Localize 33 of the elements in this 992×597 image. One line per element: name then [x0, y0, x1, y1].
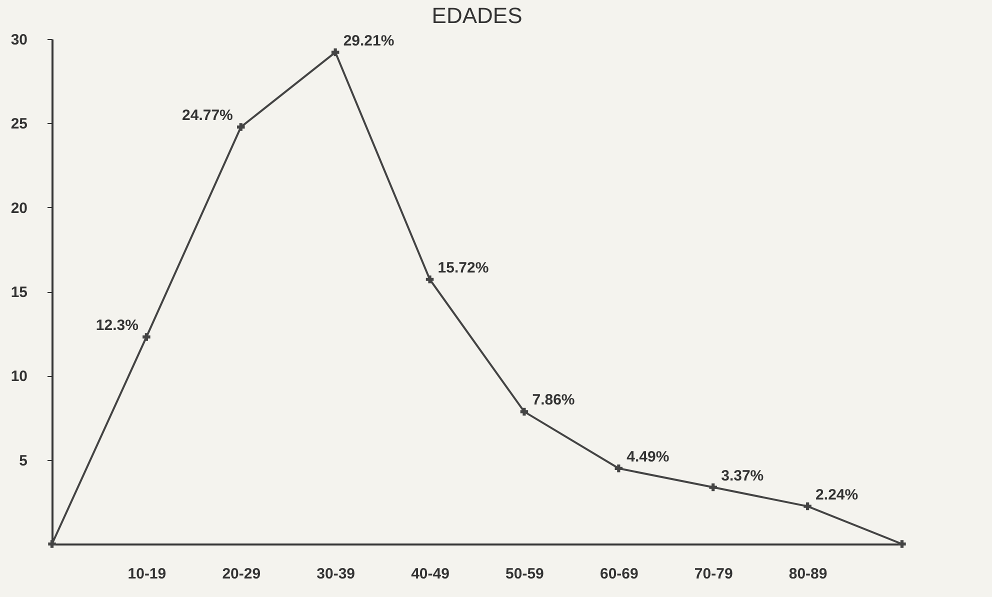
- y-tick-label: 10: [10, 368, 28, 386]
- y-tick-label: 30: [10, 32, 28, 48]
- point: [898, 540, 906, 548]
- y-tick-label: 20: [10, 200, 28, 217]
- data-label: 7.86%: [532, 392, 575, 409]
- y-tick-label: 5: [19, 452, 28, 470]
- data-label: 15.72%: [438, 259, 489, 276]
- point: [804, 502, 812, 510]
- data-label: 24.77%: [182, 107, 233, 124]
- point: [520, 408, 528, 416]
- data-label: 3.37%: [721, 467, 764, 484]
- data-label: 12.3%: [96, 316, 138, 334]
- point: [237, 123, 245, 131]
- data-label: 2.24%: [816, 486, 858, 504]
- data-label: 4.49%: [626, 448, 670, 466]
- x-tick-label: 10-19: [128, 566, 166, 582]
- x-tick-label: 40-49: [411, 566, 450, 582]
- data-label: 29.21%: [343, 32, 394, 50]
- point: [709, 483, 717, 492]
- y-tick-label: 15: [10, 284, 28, 301]
- x-tick-label: 60-69: [600, 566, 638, 582]
- chart-title: EDADES: [432, 3, 522, 28]
- x-tick-label: 30-39: [316, 566, 356, 582]
- point: [331, 48, 340, 56]
- point: [142, 333, 150, 341]
- point: [426, 276, 434, 284]
- x-tick-label: 50-59: [506, 566, 544, 582]
- x-tick-label: 80-89: [788, 566, 828, 582]
- point: [48, 540, 56, 548]
- x-tick-label: 20-29: [222, 566, 261, 582]
- y-tick-label: 25: [10, 116, 28, 133]
- x-tick-label: 70-79: [694, 566, 733, 582]
- point: [614, 464, 623, 472]
